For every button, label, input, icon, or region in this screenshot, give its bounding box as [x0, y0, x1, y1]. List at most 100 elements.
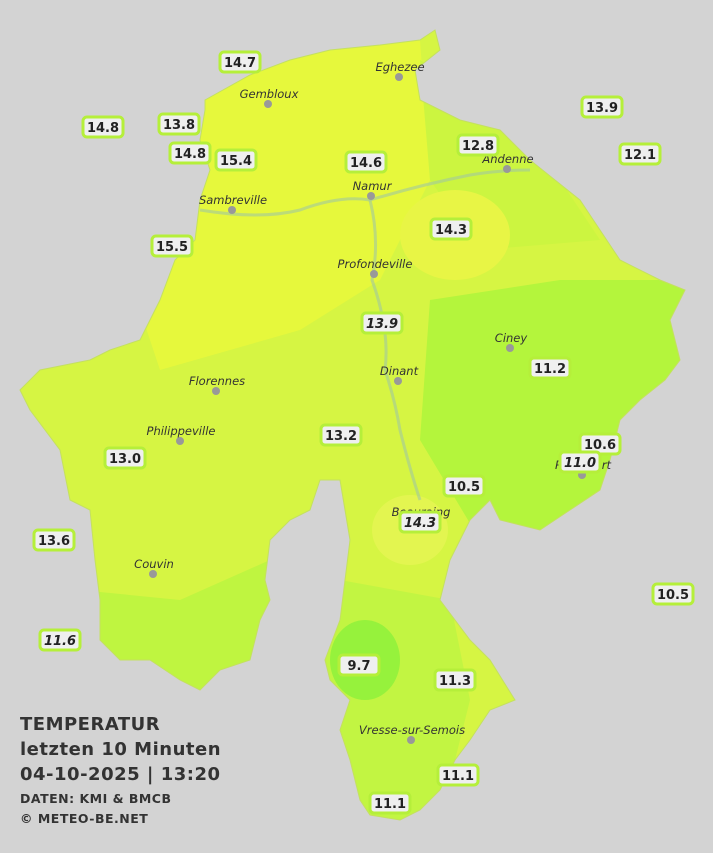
station: 11.2: [528, 356, 572, 380]
station-value: 11.6: [44, 634, 76, 649]
station: 11.6: [38, 628, 82, 652]
city-dot: [407, 736, 415, 744]
stations: 14.7 13.8 14.8 14.8 15.4 14.6 12.8 13.9 12.1 15.5…: [32, 50, 695, 815]
city-dot: [228, 206, 236, 214]
station: 11.1: [368, 791, 412, 815]
station-box: [218, 50, 262, 74]
city-label: Sambreville: [199, 193, 267, 207]
station-box: [651, 582, 695, 606]
station-box: [618, 142, 662, 166]
station-box: [168, 141, 212, 165]
station-box: [319, 423, 363, 447]
station-value: 13.6: [38, 534, 70, 549]
city-dot: [503, 165, 511, 173]
station-box: [32, 528, 76, 552]
station-value: 15.5: [156, 240, 188, 255]
station: 14.3: [429, 217, 473, 241]
cities: EghezeeGemblouxAndenneNamurSambrevillePr…: [134, 60, 612, 744]
station-value: 10.5: [448, 480, 480, 495]
station: 11.3: [433, 668, 477, 692]
station: 10.5: [651, 582, 695, 606]
station-value: 10.5: [657, 588, 689, 603]
station: 14.8: [81, 115, 125, 139]
station-box: [150, 234, 194, 258]
station-value: 10.6: [584, 438, 616, 453]
station-box: [436, 763, 480, 787]
station-box: [368, 791, 412, 815]
station-value: 12.8: [462, 139, 494, 154]
station-value: 11.2: [534, 362, 566, 377]
city-label: Dinant: [380, 364, 419, 378]
station-value: 11.3: [439, 674, 471, 689]
city-dot: [394, 377, 402, 385]
city-label: Philippeville: [147, 424, 216, 438]
city-dot: [149, 570, 157, 578]
station-value: 14.7: [224, 56, 256, 71]
info-block: TEMPERATUR letzten 10 Minuten 04-10-2025 |…: [20, 714, 221, 826]
station-value: 13.0: [109, 452, 141, 467]
station-value: 9.7: [347, 659, 370, 674]
station: 11.1: [436, 763, 480, 787]
city-label: Eghezee: [375, 60, 424, 74]
city-label: Profondeville: [338, 257, 413, 271]
station-box: [429, 217, 473, 241]
station-value: 11.0: [564, 456, 596, 471]
station-value: 13.8: [163, 118, 195, 133]
city-label: Gembloux: [240, 87, 299, 101]
station: 9.7: [337, 653, 381, 677]
title-line: TEMPERATUR: [20, 714, 160, 735]
station-value: 13.9: [366, 317, 398, 332]
station: 14.6: [344, 150, 388, 174]
station: 13.6: [32, 528, 76, 552]
station: 13.0: [103, 446, 147, 470]
station-box: [456, 133, 500, 157]
station-value: 14.6: [350, 156, 382, 171]
river: [199, 168, 531, 217]
station-box: [580, 95, 624, 119]
station-box: [360, 311, 404, 335]
station-value: 13.9: [586, 101, 618, 116]
city-label: Vresse-sur-Semois: [359, 723, 465, 737]
station: 13.2: [319, 423, 363, 447]
station: 15.4: [214, 148, 258, 172]
station-box: [103, 446, 147, 470]
station-box: [558, 450, 602, 474]
city-dot: [212, 387, 220, 395]
station-box: [433, 668, 477, 692]
station: 10.5: [442, 474, 486, 498]
station-value: 14.3: [404, 516, 436, 531]
city-label: Ciney: [495, 331, 528, 345]
station-value: 14.8: [174, 147, 206, 162]
station: 14.8: [168, 141, 212, 165]
city-label: Couvin: [134, 557, 174, 571]
station-value: 14.8: [87, 121, 119, 136]
station: 15.5: [150, 234, 194, 258]
station-box: [442, 474, 486, 498]
station: 13.9: [580, 95, 624, 119]
station-value: 14.3: [435, 223, 467, 238]
station-value: 12.1: [624, 148, 656, 163]
station-value: 11.1: [374, 797, 406, 812]
city-dot: [506, 344, 514, 352]
station: 14.7: [218, 50, 262, 74]
station-box: [344, 150, 388, 174]
city-label: Namur: [353, 179, 393, 193]
station-box: [157, 112, 201, 136]
city-dot: [367, 192, 375, 200]
station-value: 15.4: [220, 154, 252, 169]
river: [368, 199, 422, 501]
station: 13.8: [157, 112, 201, 136]
city-dot: [370, 270, 378, 278]
station-box: [337, 653, 381, 677]
station: 12.8: [456, 133, 500, 157]
station-value: 11.1: [442, 769, 474, 784]
station: 11.0: [558, 450, 602, 474]
city-dot: [395, 73, 403, 81]
station-box: [398, 510, 442, 534]
station-box: [81, 115, 125, 139]
city-dot: [264, 100, 272, 108]
credit-line: DATEN: KMI & BMCB: [20, 791, 172, 806]
station-box: [528, 356, 572, 380]
station-box: [38, 628, 82, 652]
